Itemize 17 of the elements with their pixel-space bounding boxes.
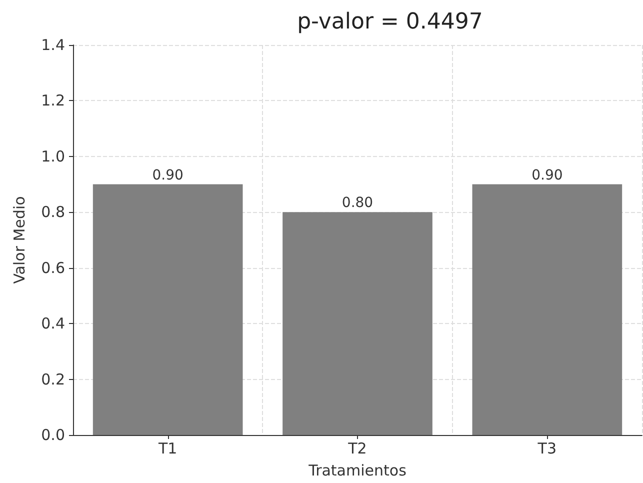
y-tick-label: 0.6 xyxy=(41,258,65,277)
x-tick-label: T1 xyxy=(157,440,178,458)
y-tick-label: 0.8 xyxy=(41,203,65,222)
data-label: 0.80 xyxy=(342,195,374,212)
x-tick-label: T2 xyxy=(347,440,367,458)
x-tick-label: T3 xyxy=(536,440,557,458)
y-tick-label: 1.4 xyxy=(41,36,65,54)
y-tick-label: 1.2 xyxy=(41,92,65,110)
y-axis-title: Valor Medio xyxy=(10,196,28,284)
x-axis-title: Tratamientos xyxy=(308,462,407,480)
y-tick-label: 1.0 xyxy=(41,147,65,166)
y-tick-label: 0.0 xyxy=(41,426,65,444)
y-tick-label: 0.4 xyxy=(41,314,65,333)
data-label: 0.90 xyxy=(152,167,184,184)
chart-title: p-valor = 0.4497 xyxy=(297,10,483,34)
y-tick-label: 0.2 xyxy=(41,370,65,388)
data-label: 0.90 xyxy=(532,167,563,184)
